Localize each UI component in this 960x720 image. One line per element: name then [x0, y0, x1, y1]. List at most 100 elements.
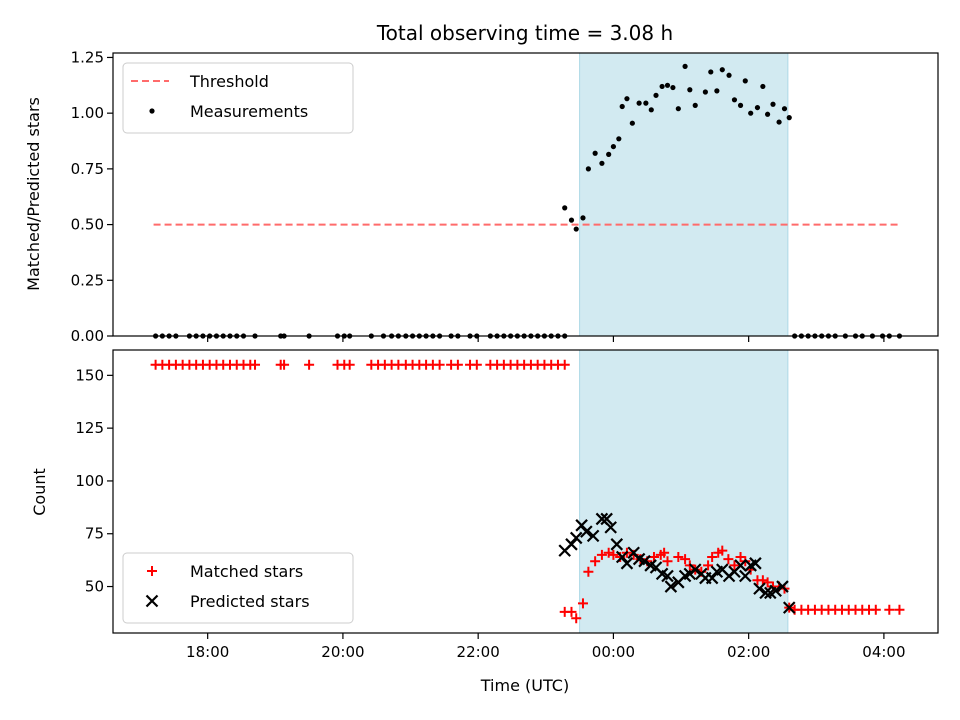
measurement-point	[585, 166, 591, 172]
matched-star-point	[583, 566, 594, 577]
measurement-point	[731, 97, 738, 103]
measurement-point	[776, 119, 782, 125]
matched-star-point	[452, 359, 463, 370]
bottom-legend: Matched stars Predicted stars	[122, 552, 354, 624]
matched-star-point	[559, 359, 570, 370]
measurement-point	[580, 215, 586, 221]
bottom-observing-span	[579, 349, 789, 634]
predicted-star-point	[753, 582, 766, 595]
measurement-point	[664, 82, 671, 88]
y-tick-label: 1.25	[71, 48, 104, 66]
y-tick-label: 0.50	[71, 216, 104, 234]
top-legend: Threshold Measurements	[122, 62, 354, 134]
legend-entry-label: Measurements	[190, 102, 308, 121]
predicted-star-point	[661, 569, 674, 583]
measurement-point	[781, 106, 788, 112]
predicted-star-point	[565, 538, 578, 551]
measurement-point	[742, 78, 748, 84]
measurement-point	[719, 67, 725, 73]
matched-star-point	[757, 575, 768, 586]
legend-marker-swatch	[145, 594, 159, 608]
bottom-y-ticks: 50 75 100 125 150	[75, 366, 113, 596]
matched-star-point	[250, 359, 261, 370]
legend-marker-swatch	[147, 566, 157, 576]
measurement-point	[624, 96, 630, 102]
predicted-star-point	[610, 538, 624, 551]
legend-box	[122, 552, 354, 624]
top-measurement-points	[153, 63, 903, 339]
bottom-axes-frame	[112, 349, 939, 634]
y-tick-label: 100	[75, 472, 104, 490]
predicted-star-point	[664, 580, 678, 593]
measurement-point	[760, 83, 766, 90]
predicted-star-point	[580, 525, 593, 538]
predicted-star-point	[615, 550, 629, 564]
predicted-star-point	[782, 601, 796, 614]
legend-entry-label: Threshold	[189, 72, 269, 91]
x-tick-label: 22:00	[457, 643, 500, 661]
matched-star-point	[729, 560, 740, 571]
matched-star-point	[707, 551, 718, 562]
legend-entry-label: Predicted stars	[190, 592, 310, 611]
predicted-star-point	[705, 571, 719, 585]
measurement-point	[573, 226, 579, 232]
matched-star-point	[673, 551, 684, 562]
observing-span-band	[579, 349, 789, 634]
matched-star-point	[648, 551, 659, 562]
predicted-star-point	[586, 529, 600, 543]
chart-title: Total observing time = 3.08 h	[376, 21, 673, 45]
bottom-y-axis-label: Count	[30, 468, 49, 516]
predicted-star-point	[638, 554, 651, 568]
measurement-point	[670, 84, 676, 91]
observing-span-band	[579, 52, 789, 337]
measurement-point	[643, 100, 649, 106]
predicted-star-point	[734, 559, 747, 572]
matched-star-point	[566, 606, 577, 617]
measurement-point	[748, 110, 754, 116]
x-tick-label: 00:00	[592, 643, 635, 661]
matched-star-point	[434, 359, 445, 370]
bottom-count-points	[150, 359, 905, 624]
measurement-point	[636, 100, 642, 106]
top-panel: 0.00 0.25 0.50 0.75 1.00 1.25 Matched/Predict…	[24, 48, 939, 345]
measurement-point	[653, 92, 659, 98]
legend-box	[122, 62, 354, 134]
measurement-point	[726, 72, 732, 78]
measurement-point	[610, 143, 617, 150]
y-tick-label: 50	[85, 578, 104, 596]
measurement-point	[737, 102, 744, 108]
y-tick-label: 150	[75, 366, 104, 384]
matched-star-point	[680, 554, 691, 565]
bottom-panel: 50 75 100 125 150 18:00 20:00 22:00 00:00 02:00 0…	[30, 349, 939, 695]
top-y-axis-label: Matched/Predicted stars	[24, 97, 43, 291]
predicted-star-point	[569, 531, 583, 545]
predicted-star-point	[604, 521, 617, 534]
matched-star-point	[577, 598, 588, 609]
matched-star-point	[894, 604, 905, 615]
measurement-point	[770, 101, 776, 107]
predicted-star-point	[688, 563, 702, 576]
predicted-star-point	[600, 512, 613, 526]
measurement-point	[714, 88, 720, 94]
predicted-star-point	[749, 557, 762, 570]
measurement-point	[659, 83, 665, 90]
y-tick-label: 125	[75, 419, 104, 437]
matched-star-point	[717, 545, 728, 556]
bottom-x-ticks: 18:00 20:00 22:00 00:00 02:00 04:00	[186, 633, 906, 661]
matched-star-point	[279, 359, 290, 370]
x-tick-label: 18:00	[186, 643, 229, 661]
matched-star-point	[471, 359, 482, 370]
predicted-star-point	[620, 557, 634, 570]
predicted-star-point	[759, 586, 772, 600]
y-tick-label: 1.00	[71, 104, 104, 122]
measurement-point	[692, 102, 698, 108]
matched-star-point	[884, 604, 895, 615]
y-tick-label: 0.25	[71, 271, 104, 289]
measurement-point	[562, 205, 568, 211]
y-tick-label: 0.75	[71, 160, 104, 178]
predicted-star-point	[769, 584, 782, 598]
top-y-ticks: 0.00 0.25 0.50 0.75 1.00 1.25	[71, 48, 113, 345]
matched-star-point	[659, 547, 670, 558]
matched-star-point	[662, 556, 673, 567]
measurement-point	[786, 115, 792, 121]
